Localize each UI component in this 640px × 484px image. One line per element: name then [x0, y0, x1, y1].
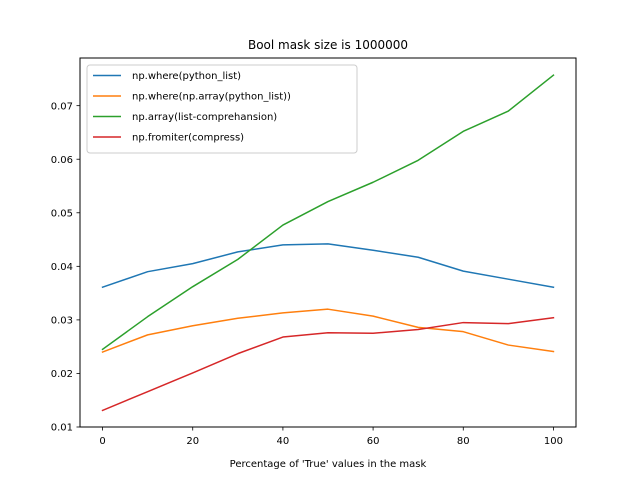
x-tick-label: 0 [99, 436, 105, 447]
plot-lines [101, 74, 555, 412]
y-tick-label: 0.05 [51, 208, 73, 219]
x-tick-label: 40 [277, 436, 290, 447]
y-tick-label: 0.04 [51, 262, 73, 273]
series-line-3 [101, 74, 555, 351]
y-tick-label: 0.01 [51, 423, 73, 434]
chart-title: Bool mask size is 1000000 [248, 38, 408, 52]
x-tick-label: 60 [367, 436, 380, 447]
legend-box [86, 64, 358, 154]
x-axis-label: Percentage of 'True' values in the mask [230, 459, 427, 470]
legend-label-2: np.where(np.array(python_list)) [132, 92, 291, 103]
x-axis: 0 20 40 60 80 100 [99, 427, 563, 447]
legend-label-1: np.where(python_list) [132, 71, 241, 82]
y-tick-label: 0.06 [51, 155, 73, 166]
legend: np.where(python_list) np.where(np.array(p… [86, 64, 358, 154]
y-tick-label: 0.07 [51, 101, 73, 112]
series-line-2 [101, 308, 555, 353]
legend-label-3: np.array(list-comprehansion) [132, 112, 277, 123]
x-tick-label: 20 [186, 436, 199, 447]
y-axis: 0.01 0.02 0.03 0.04 0.05 0.06 0.07 [51, 101, 80, 434]
series-line-4 [101, 316, 555, 412]
y-tick-label: 0.02 [51, 369, 73, 380]
x-tick-label: 80 [457, 436, 470, 447]
plot-frame [79, 57, 577, 428]
series-line-1 [101, 243, 555, 289]
legend-label-4: np.fromiter(compress) [132, 133, 244, 144]
x-tick-label: 100 [544, 436, 563, 447]
y-tick-label: 0.03 [51, 315, 73, 326]
